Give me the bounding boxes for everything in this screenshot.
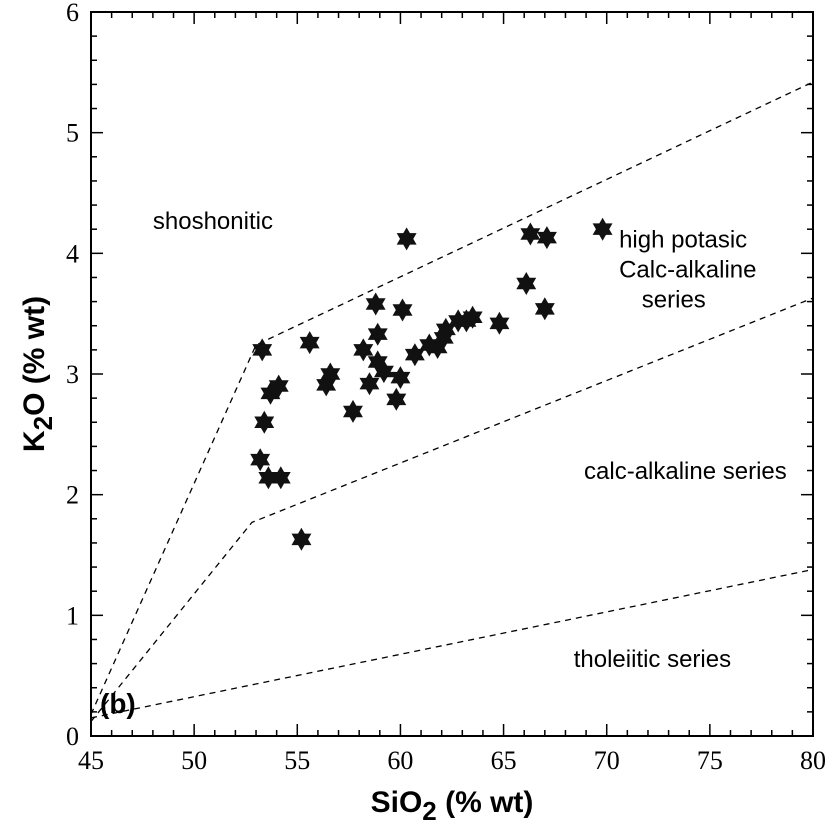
data-point [367, 322, 388, 346]
data-point [534, 297, 555, 321]
plot-frame [90, 11, 814, 737]
y-tick-label: 1 [66, 601, 79, 630]
data-point [489, 311, 510, 335]
x-tick-label: 65 [491, 746, 517, 775]
data-points [250, 217, 613, 551]
data-point [392, 298, 413, 322]
data-point [252, 338, 273, 362]
data-point [268, 374, 289, 398]
data-point [520, 222, 541, 246]
y-tick-label: 6 [66, 0, 79, 27]
data-point [299, 331, 320, 355]
y-axis-title: K2O (% wt) [18, 296, 58, 452]
data-point [396, 227, 417, 251]
series-boundary-lines [90, 81, 814, 722]
y-tick-label: 3 [66, 360, 79, 389]
y-tick-label: 5 [66, 119, 79, 148]
region-label: Calc-alkaline [619, 256, 756, 283]
data-point [250, 448, 271, 472]
data-point [462, 305, 483, 329]
region-label: series [642, 287, 706, 314]
data-point [435, 317, 456, 341]
region-label: calc-alkaline series [584, 458, 787, 485]
axis-ticks [90, 11, 814, 737]
x-tick-label: 70 [594, 746, 620, 775]
data-point [254, 410, 275, 434]
data-point [592, 217, 613, 241]
region-label: high potasic [619, 226, 747, 253]
boundary-line [90, 568, 814, 719]
data-point [390, 366, 411, 390]
data-point [353, 338, 374, 362]
region-labels: shoshonitic high potasic Calc-alkaline seri… [153, 208, 787, 673]
boundary-line [90, 81, 814, 715]
boundary-line [90, 297, 814, 722]
data-point [343, 399, 363, 423]
y-tick-label: 4 [66, 239, 79, 268]
region-label: shoshonitic [153, 208, 273, 235]
panel-label: (b) [100, 688, 136, 719]
data-point [270, 466, 291, 490]
data-point [374, 360, 394, 384]
data-point [516, 272, 537, 295]
data-point [291, 527, 312, 551]
x-tick-label: 60 [387, 746, 413, 775]
x-tick-label: 45 [78, 746, 104, 775]
x-tick-label: 80 [800, 746, 826, 775]
data-point [536, 226, 557, 250]
data-point [359, 372, 380, 396]
x-axis-title: SiO2 (% wt) [371, 786, 534, 826]
y-tick-label: 2 [66, 481, 79, 510]
region-label: tholeiitic series [574, 646, 731, 673]
x-tick-label: 50 [181, 746, 207, 775]
x-tick-label: 55 [284, 746, 310, 775]
data-point [386, 387, 407, 411]
x-tick-label: 75 [697, 746, 723, 775]
data-point [365, 292, 386, 316]
data-point [316, 373, 337, 397]
y-tick-label: 0 [66, 722, 79, 751]
data-point [404, 343, 425, 367]
